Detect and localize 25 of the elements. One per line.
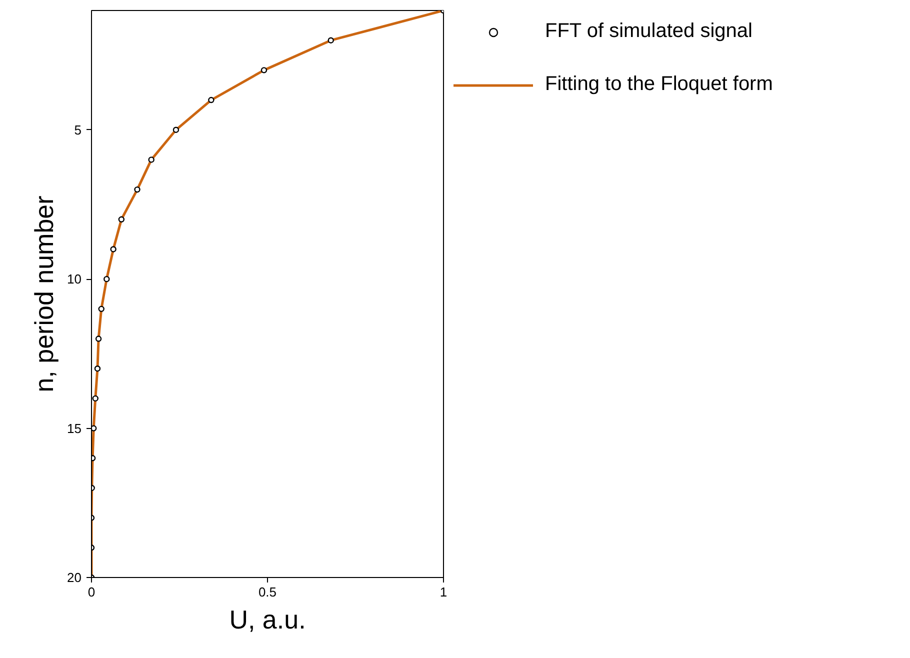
- x-axis-title: U, a.u.: [229, 604, 306, 634]
- point: [208, 96, 214, 104]
- point: [94, 366, 101, 372]
- x-tick-label: 0.5: [258, 584, 277, 600]
- point: [328, 37, 334, 44]
- y-axis-title: n, period number: [29, 195, 60, 392]
- point: [92, 395, 98, 402]
- legend-label: FFT of simulated signal: [545, 20, 752, 43]
- point: [118, 216, 125, 222]
- point: [148, 156, 154, 163]
- x-tick-label: 1: [440, 584, 448, 600]
- x-tick-label: 0: [88, 584, 96, 600]
- point: [260, 67, 268, 74]
- y-tick-label: 20: [67, 570, 82, 585]
- y-tick-label: 10: [67, 272, 82, 287]
- point: [92, 425, 97, 432]
- point: [95, 336, 102, 342]
- point: [110, 246, 116, 252]
- legend-label: Fitting to the Floquet form: [545, 73, 773, 96]
- y-tick-label: 5: [74, 122, 82, 138]
- point: [134, 186, 140, 193]
- point: [98, 306, 104, 312]
- y-tick-label: 15: [67, 420, 82, 436]
- point: [172, 126, 180, 133]
- point: [104, 276, 110, 282]
